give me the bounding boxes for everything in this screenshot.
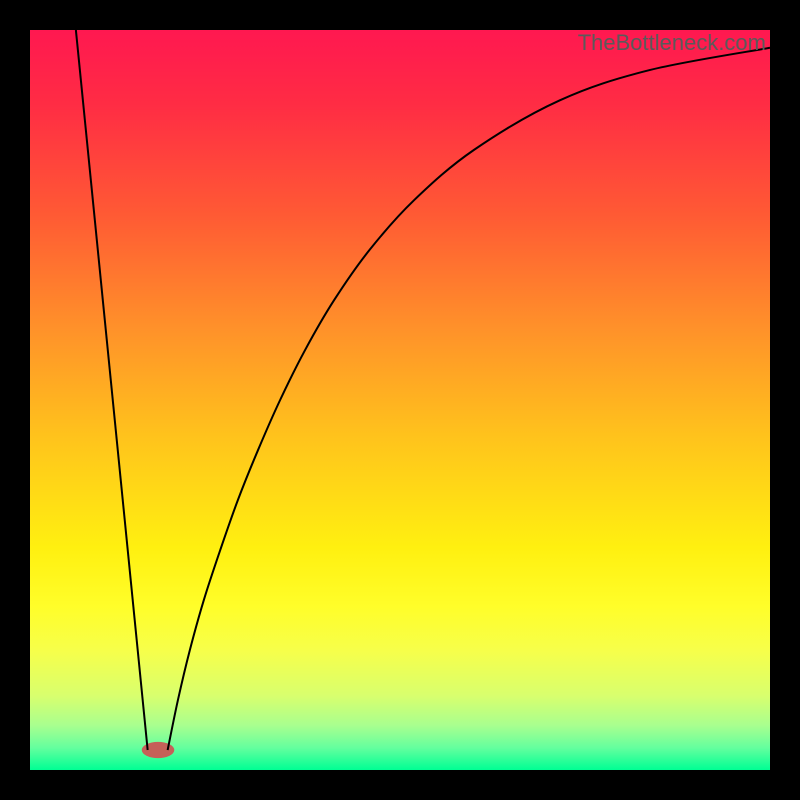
watermark-text: TheBottleneck.com bbox=[578, 30, 766, 56]
chart-container: TheBottleneck.com bbox=[0, 0, 800, 800]
curve-left-branch bbox=[76, 30, 148, 750]
plot-area: TheBottleneck.com bbox=[30, 30, 770, 770]
curve-overlay bbox=[30, 30, 770, 770]
curve-right-branch bbox=[168, 48, 770, 750]
